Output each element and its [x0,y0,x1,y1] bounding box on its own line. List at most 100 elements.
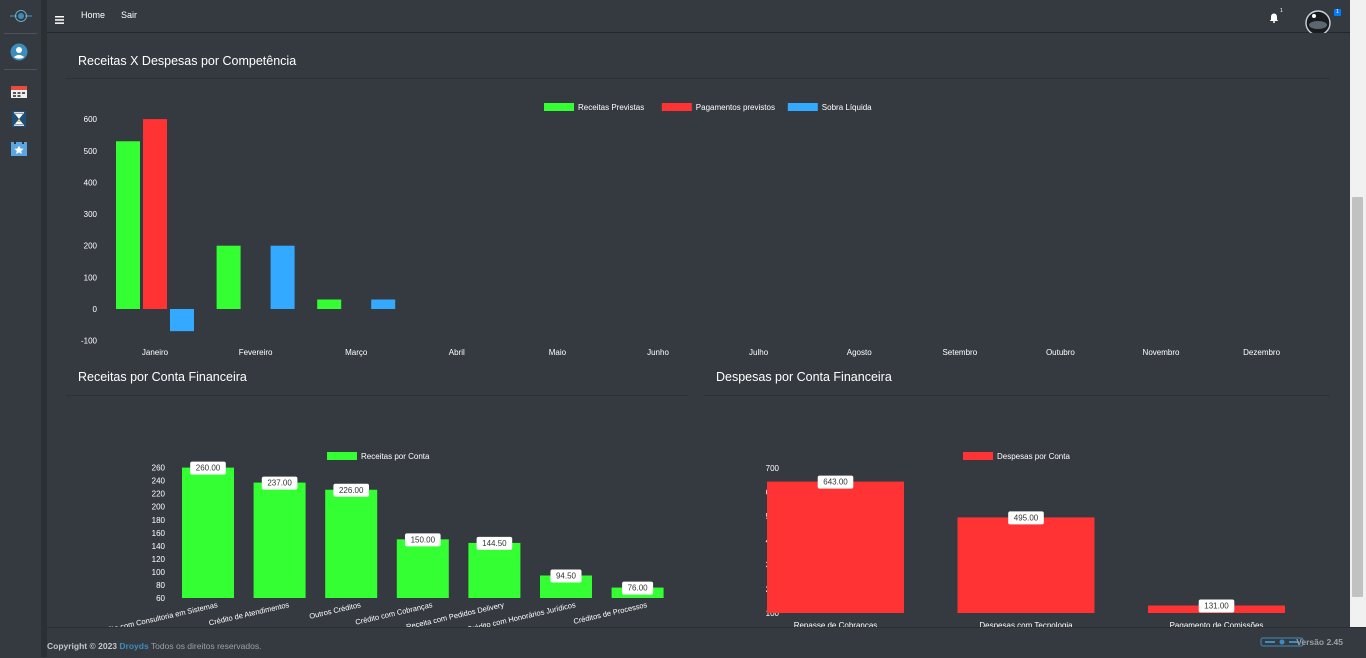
nav-home-link[interactable]: Home [81,10,106,20]
data-label-box [333,483,369,497]
x-tick-label: Setembro [942,348,977,357]
footer: Copyright © 2023 Droyds Todos os direito… [47,627,1366,658]
x-tick-label: Março [345,348,368,357]
notification-count: 1 [1280,8,1283,14]
x-tick-label: Pagamento de Comissões [1170,621,1264,627]
bar [182,467,234,598]
data-label: 94.50 [556,572,577,581]
droyds-logo[interactable] [8,9,34,23]
y-tick-label: 240 [152,477,166,486]
x-tick-label: Crédito com Consultoria em Sistemas [94,600,219,627]
despesas-card-title: Despesas por Conta Financeira [716,370,892,384]
dashboard-content: Receitas X Despesas por Competência -100… [47,33,1350,627]
y-tick-label: 60 [156,594,165,603]
legend-label: Receitas Previstas [578,103,644,112]
y-tick-label: 400 [84,178,98,187]
footer-brand-link[interactable]: Droyds [119,641,149,651]
bar [371,299,396,309]
star-calendar-icon[interactable] [9,138,29,158]
receitas-card-title: Receitas por Conta Financeira [78,370,247,384]
card-divider [66,395,688,396]
sidebar [0,0,42,657]
x-tick-label: Maio [549,348,567,357]
page-scrollbar[interactable] [1350,0,1366,627]
data-label: 260.00 [196,464,221,473]
y-tick-label: 100 [152,568,166,577]
data-label: 144.50 [482,539,507,548]
competencia-chart: -100 0 100 200 300 400 500 600 Janeiro Fevereiro M… [81,103,1281,357]
data-label-box [1198,599,1235,613]
top-navbar: Home Sair 1 1 [47,0,1350,36]
footer-copyright: Copyright © 2023 Droyds Todos os direito… [47,641,261,651]
data-label: 237.00 [267,479,292,488]
x-tick-label: Dezembro [1243,348,1280,357]
legend-swatch [787,103,818,111]
y-tick-label: 140 [152,542,166,551]
receitas-chart: 60 80 100 120 140 160 180 200 220 240 260 260.00 Cré… [94,452,664,627]
y-tick-label: 160 [152,529,166,538]
bell-icon[interactable] [1269,10,1279,28]
x-tick-label: Abril [449,348,465,357]
data-label-box [405,533,441,547]
x-tick-label: Agosto [847,348,872,357]
card-divider [704,395,1330,396]
legend-label: Receitas por Conta [361,452,430,461]
data-label: 150.00 [411,535,436,544]
bar [325,489,378,598]
y-tick-label: 180 [152,516,166,525]
sidebar-divider [4,69,37,70]
y-tick-label: 700 [766,464,780,473]
bar [143,119,167,309]
legend-label: Pagamentos previstos [696,103,775,112]
x-tick-label: Repasse de Cobranças [794,621,878,627]
calendar-icon[interactable] [9,81,29,101]
droyds-footer-logo [1260,635,1304,654]
y-tick-label: 200 [84,242,98,251]
bar [767,481,904,613]
sidebar-divider [4,33,37,34]
data-label: 226.00 [339,486,364,495]
x-tick-label: Créditos de Processos [573,600,649,626]
data-label: 495.00 [1014,513,1039,522]
scrollbar-thumb[interactable] [1352,197,1363,597]
user-circle-icon[interactable] [9,42,29,62]
bar [170,309,194,332]
legend-label: Sobra Líquida [822,103,872,112]
x-tick-label: Despesas com Tecnologia [979,621,1073,627]
data-label-box [622,581,654,595]
legend-swatch [544,103,574,111]
data-label: 76.00 [628,584,649,593]
y-tick-label: 200 [152,503,166,512]
bar [270,245,295,309]
bar [396,539,449,598]
data-label-box [817,475,854,489]
data-label-box [476,536,513,550]
nav-exit-link[interactable]: Sair [121,10,138,20]
x-tick-label: Novembro [1143,348,1180,357]
legend-label: Despesas por Conta [997,452,1070,461]
legend-swatch [327,452,357,460]
version-number: 2.45 [1326,637,1343,647]
bar [468,542,521,598]
bar [957,517,1095,613]
y-tick-label: 220 [152,490,166,499]
data-label-box [1008,511,1044,525]
legend-swatch [661,103,692,111]
x-tick-label: Crédito de Atendimentos [208,600,290,627]
footer-version: Versão 2.45 [1296,637,1343,647]
y-tick-label: 80 [156,581,165,590]
hourglass-icon[interactable] [9,109,29,129]
bar [317,299,342,309]
data-label-box [261,476,298,490]
sidebar-gutter [41,0,47,657]
copyright-text: Copyright © 2023 [47,641,118,651]
rights-text: Todos os direitos reservados. [150,641,262,651]
bar [216,245,241,309]
x-tick-label: Janeiro [142,348,169,357]
version-label: Versão [1296,637,1325,647]
user-avatar[interactable] [1304,9,1332,37]
bars-icon[interactable] [55,11,64,29]
x-tick-label: Julho [749,348,769,357]
y-tick-label: 300 [84,210,98,219]
